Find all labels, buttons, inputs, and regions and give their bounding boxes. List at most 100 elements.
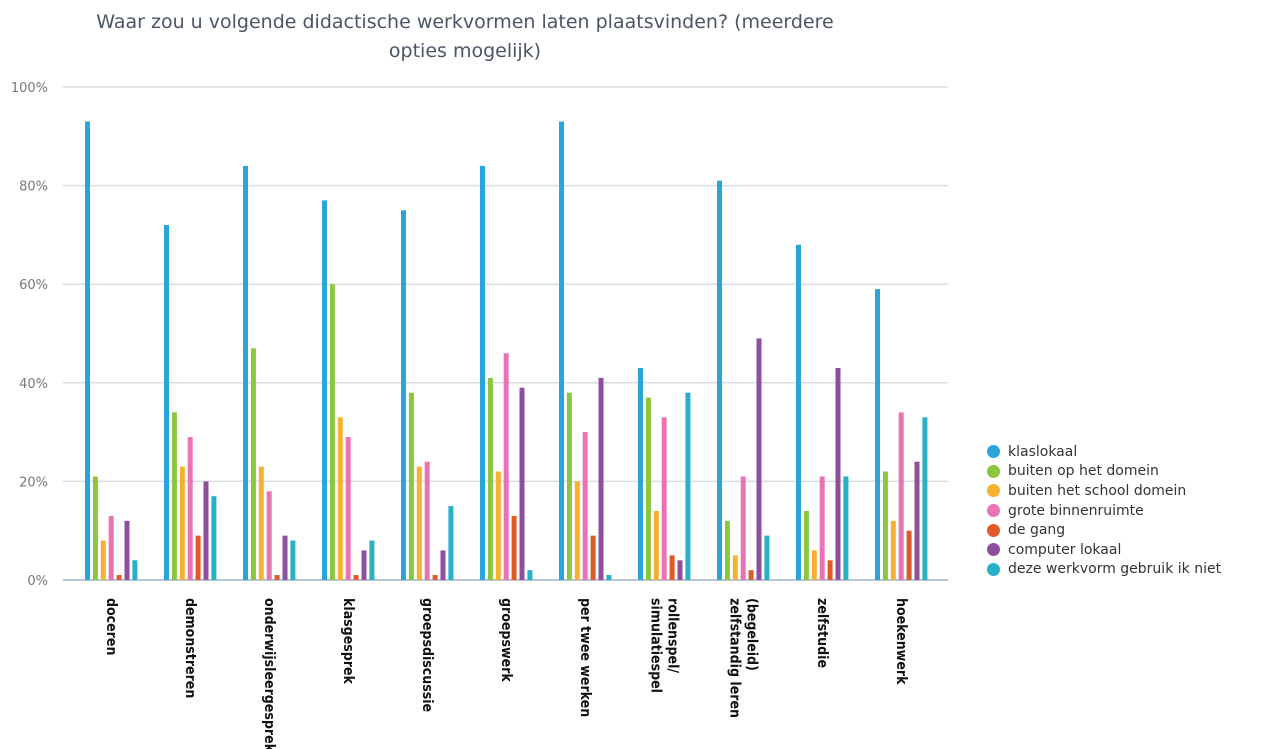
y-tick-label: 40%	[19, 377, 48, 392]
bar	[653, 510, 659, 580]
bar	[590, 535, 596, 580]
bar	[732, 555, 738, 580]
legend-label: klaslokaal	[1008, 443, 1078, 460]
legend-item: de gang	[987, 520, 1221, 540]
x-tick-label: groepsdiscussie	[419, 598, 435, 712]
y-tick-label: 60%	[19, 278, 48, 293]
bar	[922, 417, 928, 580]
bar	[875, 289, 880, 580]
bar	[740, 476, 746, 580]
legend-item: klaslokaal	[987, 442, 1221, 462]
bar	[811, 550, 817, 580]
x-tick-label: per twee werken	[577, 598, 593, 717]
bar	[487, 377, 493, 580]
bar	[819, 476, 825, 580]
chart-legend: klaslokaal buiten op het domein buiten het…	[987, 442, 1221, 579]
bar	[503, 353, 509, 580]
legend-label: buiten het school domein	[1008, 482, 1187, 499]
bar	[914, 461, 920, 580]
chart-plot: 0% 20% 40% 60% 80% 100% doceren demonstreren ond…	[11, 81, 948, 749]
legend-marker	[987, 543, 1000, 557]
x-tick-label: simulatiespel	[648, 598, 664, 693]
x-tick-label: (begeleid)	[744, 598, 760, 671]
x-tick-label: zelfstudie	[814, 598, 830, 668]
bar	[527, 570, 533, 580]
legend-marker	[987, 562, 1000, 576]
bar	[511, 515, 517, 580]
bar	[92, 476, 98, 580]
bar	[282, 535, 288, 580]
x-tick-label: hoekenwerk	[893, 598, 909, 685]
bar	[669, 555, 675, 580]
y-tick-label: 20%	[19, 475, 48, 490]
legend-item: computer lokaal	[987, 540, 1221, 560]
bar	[164, 225, 169, 581]
bar	[353, 575, 359, 580]
bar	[827, 560, 833, 580]
bar	[432, 575, 438, 580]
bar	[290, 540, 296, 580]
bar	[187, 437, 193, 580]
bar	[322, 200, 327, 580]
bar	[132, 560, 138, 580]
bar	[345, 437, 351, 580]
bar	[108, 515, 114, 580]
bar	[203, 481, 209, 580]
bar	[906, 530, 912, 580]
bar	[519, 387, 525, 580]
bar	[495, 471, 501, 580]
bar	[424, 461, 430, 580]
bar	[243, 165, 248, 580]
bar	[211, 496, 217, 580]
bar	[361, 550, 367, 580]
bar	[85, 121, 90, 580]
bar	[416, 466, 422, 580]
bar	[582, 432, 588, 580]
legend-item: buiten op het domein	[987, 462, 1221, 482]
bar	[724, 520, 730, 580]
bar	[764, 535, 770, 580]
bar	[606, 575, 612, 580]
legend-label: buiten op het domein	[1008, 463, 1159, 480]
bar	[179, 466, 185, 580]
y-tick-label: 80%	[19, 180, 48, 195]
x-tick-label: demonstreren	[182, 598, 198, 698]
bar	[835, 368, 841, 580]
bar	[898, 412, 904, 580]
bar	[116, 575, 122, 580]
legend-marker	[987, 504, 1000, 518]
legend-label: de gang	[1008, 522, 1066, 539]
bar	[250, 348, 256, 580]
legend-item: grote binnenruimte	[987, 501, 1221, 521]
bar	[796, 244, 801, 580]
legend-label: computer lokaal	[1008, 541, 1122, 558]
y-tick-label: 100%	[11, 81, 48, 96]
bar	[598, 377, 604, 580]
bar	[882, 471, 888, 580]
bar	[756, 338, 762, 580]
bar	[638, 368, 643, 580]
legend-marker	[987, 445, 1000, 459]
bar	[266, 491, 272, 580]
bar	[717, 180, 722, 581]
bar	[559, 121, 564, 580]
bar	[274, 575, 280, 580]
bar	[171, 412, 177, 580]
x-tick-label: groepswerk	[498, 598, 514, 682]
bar	[408, 392, 414, 580]
bar	[677, 560, 683, 580]
bar	[100, 540, 106, 580]
x-tick-label: doceren	[103, 598, 119, 655]
bar	[645, 397, 651, 580]
chart-title-line-1: Waar zou u volgende didactische werkvorm…	[96, 11, 834, 33]
bar	[401, 210, 406, 580]
bar	[195, 535, 201, 580]
x-tick-label: zelfstandig leren	[727, 598, 743, 718]
bar	[890, 520, 896, 580]
bar	[440, 550, 446, 580]
y-tick-label: 0%	[27, 574, 48, 589]
legend-label: deze werkvorm gebruik ik niet	[1008, 561, 1222, 578]
bar	[258, 466, 264, 580]
chart-title-line-2: opties mogelijk)	[388, 40, 542, 62]
bar	[748, 570, 754, 580]
